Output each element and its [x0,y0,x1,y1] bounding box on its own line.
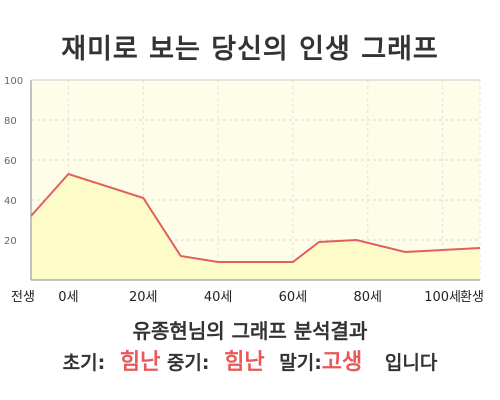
x-tick-label: 80세 [353,290,382,305]
chart-axes [30,79,480,281]
x-tick-label: 100세 [424,290,461,305]
result-heading: 유종현님의 그래프 분석결과 [132,319,368,343]
y-tick-label: 80 [4,116,17,127]
chart-tick-labels: 20 40 60 80 100 전생 0세 20세 40세 60세 80세 100세 환생 [4,76,484,305]
late-label: 말기: [279,352,322,374]
result-suffix: 입니다 [384,352,438,374]
x-tick-label: 환생 [460,290,484,305]
x-tick-label: 20세 [129,290,158,305]
y-tick-label: 40 [4,196,17,207]
page-title: 재미로 보는 당신의 인생 그래프 [61,34,439,65]
middle-label: 중기: [166,352,210,374]
middle-value: 힘난 [224,350,265,375]
late-value: 고생 [321,350,363,375]
early-value: 힘난 [119,350,161,375]
early-label: 초기: [62,352,106,374]
y-tick-label: 20 [4,236,17,247]
x-tick-label: 전생 [11,290,35,305]
x-tick-label: 0세 [58,290,78,305]
result-summary: 초기: 힘난 중기: 힘난 말기:고생 입니다 [0,348,500,378]
life-line-series [30,172,481,263]
x-tick-label: 60세 [279,290,308,305]
life-area-fill [31,174,480,280]
y-tick-label: 100 [4,76,23,87]
life-graph-chart: 20 40 60 80 100 전생 0세 20세 40세 60세 80세 100세 환생 [4,76,484,305]
x-tick-label: 40세 [204,290,233,305]
y-tick-label: 60 [4,156,17,167]
